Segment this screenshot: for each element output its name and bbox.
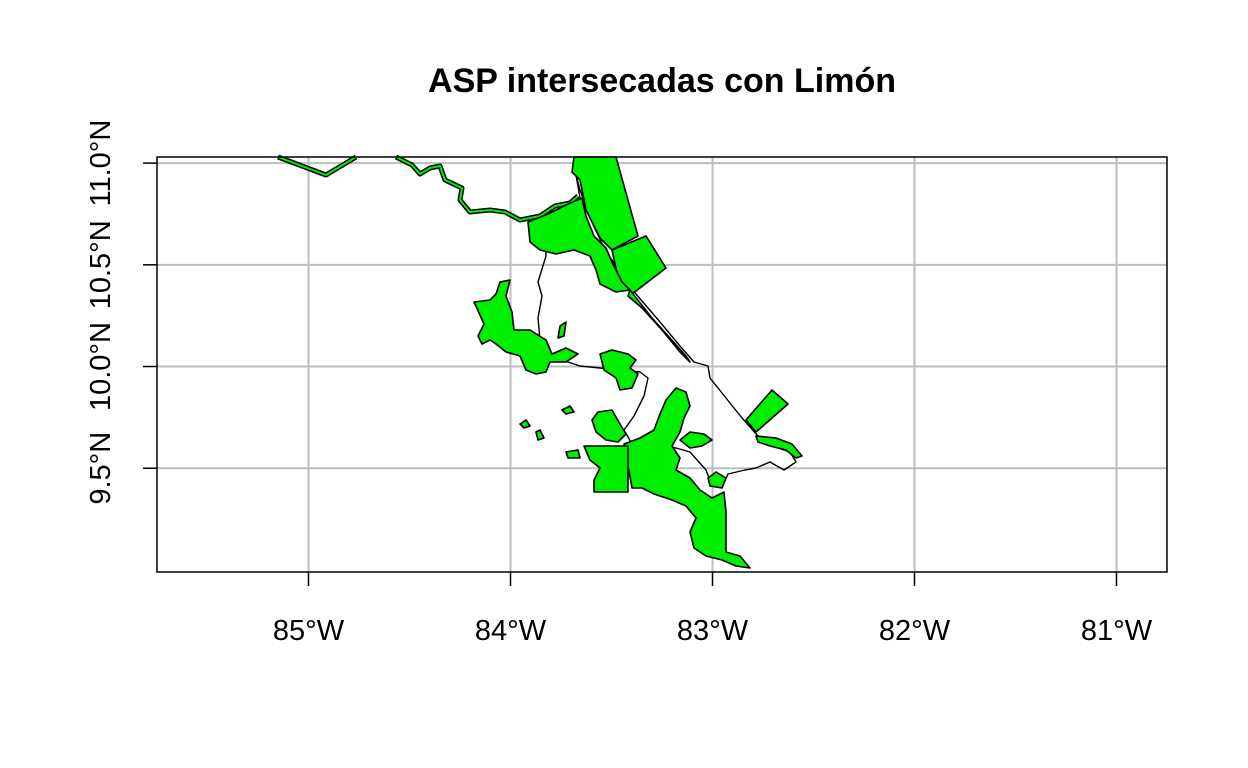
x-axis: 85°W 84°W 83°W 82°W 81°W [273, 572, 1153, 647]
y-tick-label: 11.0°N [85, 120, 117, 207]
asp-small-fragment-a [557, 321, 567, 339]
x-tick-label: 84°W [475, 615, 547, 647]
x-tick-label: 85°W [273, 615, 345, 647]
asp-central-patch [599, 349, 639, 391]
asp-braulio-carrillo [473, 279, 579, 375]
map-title: ASP intersecadas con Limón [428, 62, 896, 100]
plot-frame [156, 156, 1168, 573]
y-tick-label: 10.0°N [85, 322, 117, 411]
asp-la-amistad [623, 387, 751, 569]
y-tick-label: 9.5°N [85, 432, 117, 505]
asp-small-south [707, 471, 727, 489]
y-tick-label: 10.5°N [85, 220, 117, 309]
x-tick-label: 81°W [1081, 615, 1153, 647]
graticule-grid [157, 157, 1167, 572]
asp-hitoy-cerere [679, 431, 713, 449]
asp-west-fragment [565, 449, 581, 459]
asp-cahuita [745, 389, 789, 433]
map-features [277, 154, 803, 569]
limon-province-outline [537, 174, 797, 489]
asp-tortuguero-north [571, 156, 639, 251]
asp-fragment-e [561, 405, 575, 415]
asp-fragment-d [535, 429, 545, 441]
asp-gandoca-strip [755, 435, 803, 459]
asp-chirripo [583, 445, 629, 493]
asp-coastal-strip [627, 289, 691, 363]
x-tick-label: 83°W [677, 615, 749, 647]
x-tick-label: 82°W [879, 615, 951, 647]
y-axis: 9.5°N 10.0°N 10.5°N 11.0°N [85, 120, 157, 505]
asp-border-corridor-fill [277, 156, 579, 221]
asp-tapanti [591, 409, 627, 443]
asp-border-corridor [277, 154, 580, 223]
asp-fragment-c [519, 419, 531, 429]
